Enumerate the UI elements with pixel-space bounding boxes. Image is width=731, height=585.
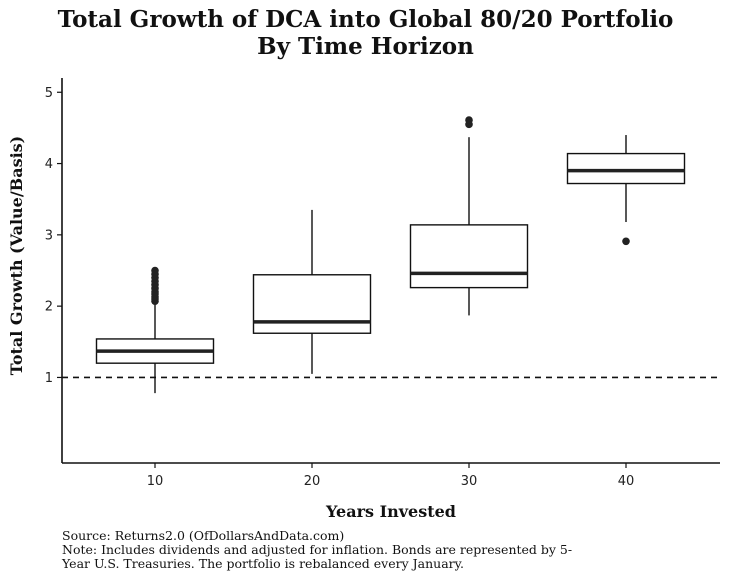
chart-title: Total Growth of DCA into Global 80/20 Po…	[57, 6, 674, 33]
x-tick-label: 20	[304, 474, 321, 489]
x-tick-label: 10	[147, 474, 164, 489]
box	[409, 224, 529, 289]
box	[252, 274, 372, 334]
outlier-point	[622, 237, 630, 246]
x-axis-label: Years Invested	[325, 502, 456, 521]
y-tick-label: 2	[45, 300, 53, 315]
y-tick-label: 4	[45, 157, 53, 172]
source-note: Source: Returns2.0 (OfDollarsAndData.com…	[62, 528, 345, 543]
y-tick-label: 1	[45, 371, 53, 386]
note-line-2: Year U.S. Treasuries. The portfolio is r…	[62, 556, 465, 571]
y-tick-label: 5	[45, 86, 53, 101]
outlier-point	[151, 266, 159, 275]
y-axis-label: Total Growth (Value/Basis)	[7, 136, 26, 375]
note-line-1: Note: Includes dividends and adjusted fo…	[62, 542, 573, 557]
y-tick-label: 3	[45, 228, 53, 243]
x-tick-label: 30	[461, 474, 478, 489]
outlier-point	[465, 116, 473, 124]
x-tick-label: 40	[618, 474, 635, 489]
box	[566, 152, 686, 185]
chart-subtitle: By Time Horizon	[257, 33, 474, 60]
